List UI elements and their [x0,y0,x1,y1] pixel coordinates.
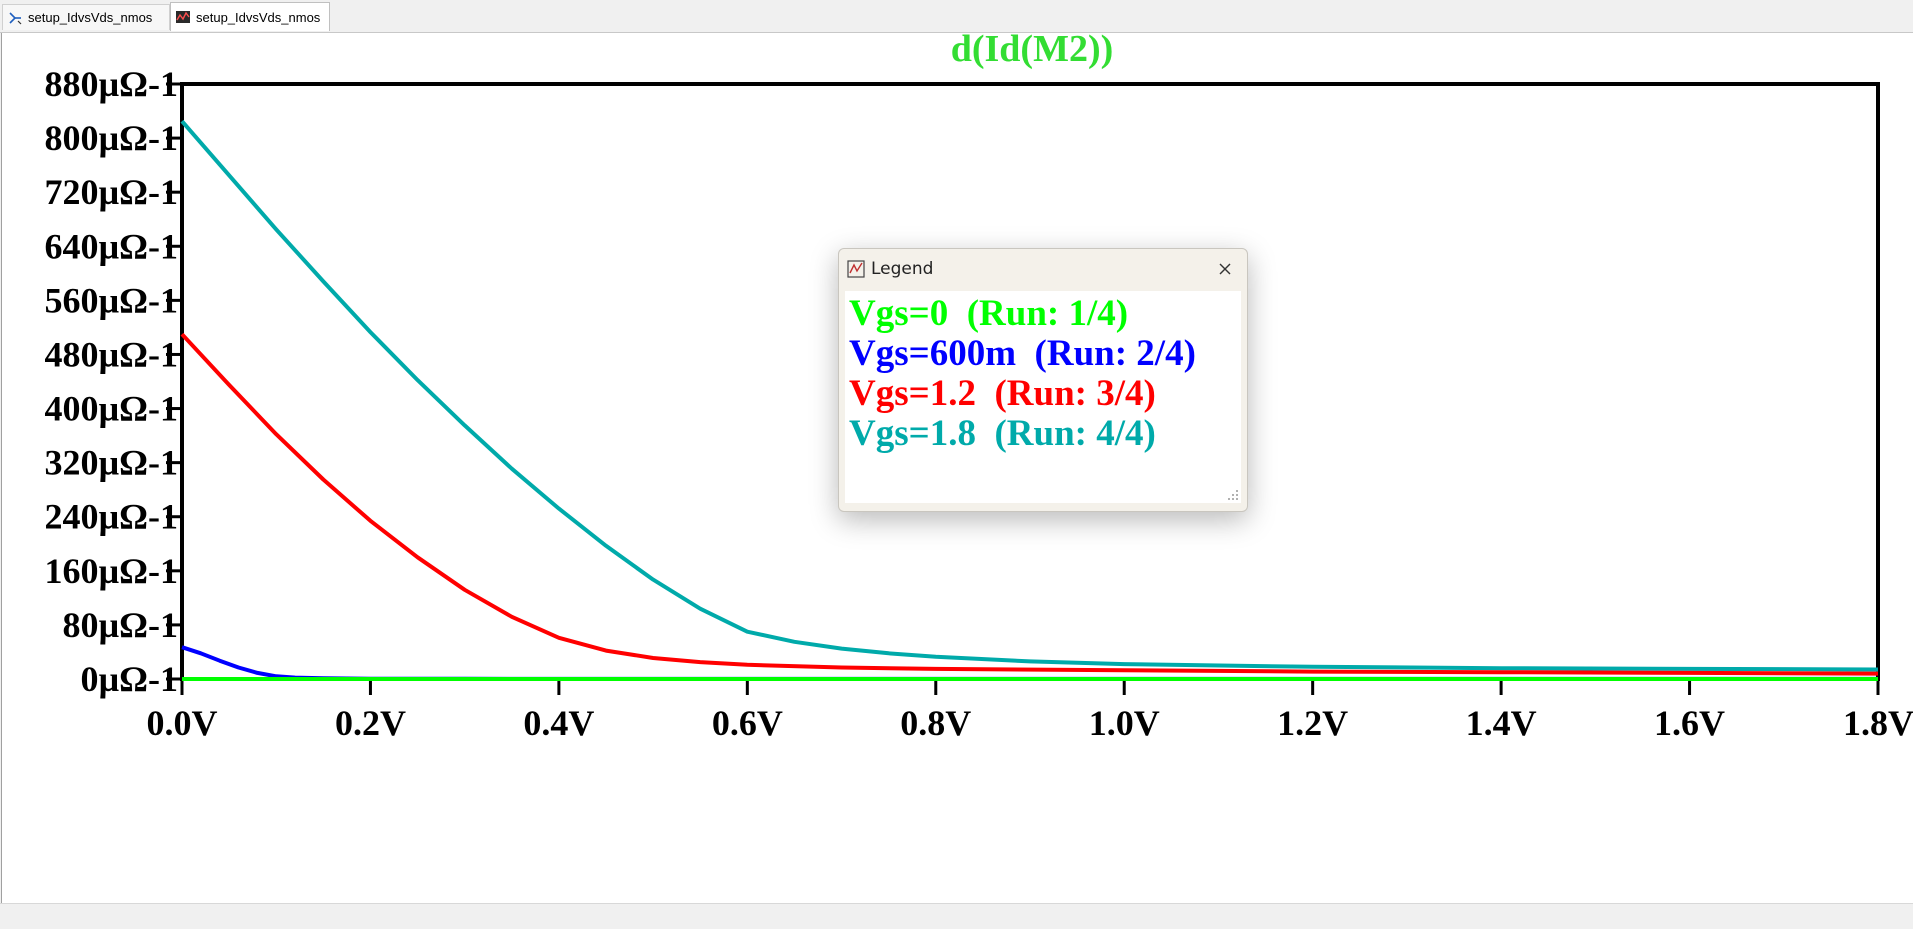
tab-waveform-label: setup_IdvsVds_nmos [196,9,321,25]
series-line [180,119,1879,672]
waveform-icon [176,11,190,23]
tab-waveform[interactable]: setup_IdvsVds_nmos [170,2,330,31]
x-tick-label: 0.4V [523,703,594,743]
y-tick-label: 560µΩ-1 [44,280,178,320]
legend-window[interactable]: Legend Vgs=0 (Run: 1/4) Vgs=600m (Run: 2… [838,248,1248,512]
x-tick-label: 1.0V [1089,703,1160,743]
y-tick-label: 240µΩ-1 [44,497,178,537]
y-tick-label: 0µΩ-1 [80,659,178,699]
x-tick-label: 1.8V [1843,703,1913,743]
x-tick-label: 0.0V [147,703,218,743]
status-bar [0,903,1913,929]
y-tick-label: 400µΩ-1 [44,389,178,429]
x-tick-label: 1.6V [1654,703,1725,743]
x-tick-label: 1.2V [1277,703,1348,743]
legend-entry: Vgs=600m (Run: 2/4) [849,333,1196,374]
legend-entry: Vgs=1.2 (Run: 3/4) [849,373,1156,414]
y-tick-label: 640µΩ-1 [44,226,178,266]
y-tick-label: 720µΩ-1 [44,172,178,212]
legend-close-button[interactable] [1213,257,1237,281]
x-tick-label: 0.6V [712,703,783,743]
y-tick-label: 480µΩ-1 [44,334,178,374]
y-tick-label: 320µΩ-1 [44,443,178,483]
x-tick-label: 0.2V [335,703,406,743]
schematic-icon [9,11,22,24]
legend-title: Legend [871,259,934,279]
y-tick-label: 880µΩ-1 [44,64,178,104]
legend-entry: Vgs=1.8 (Run: 4/4) [849,413,1156,454]
legend-titlebar: Legend [847,257,933,281]
y-tick-label: 800µΩ-1 [44,118,178,158]
tab-schematic-label: setup_IdvsVds_nmos [28,10,153,25]
y-tick-label: 160µΩ-1 [44,551,178,591]
x-tick-label: 0.8V [900,703,971,743]
tab-bar: setup_IdvsVds_nmos setup_IdvsVds_nmos [0,0,1913,33]
legend-icon [847,260,865,278]
resize-grip-icon[interactable] [1227,489,1239,501]
x-tick-label: 1.4V [1466,703,1537,743]
legend-body: Vgs=0 (Run: 1/4) Vgs=600m (Run: 2/4) Vgs… [845,291,1241,503]
legend-entry: Vgs=0 (Run: 1/4) [849,293,1129,334]
close-icon [1219,263,1231,275]
series-line [180,332,1879,676]
chart-title: d(Id(M2)) [951,33,1114,70]
y-tick-label: 80µΩ-1 [62,605,178,645]
tab-schematic[interactable]: setup_IdvsVds_nmos [2,4,170,30]
waveform-chart[interactable]: d(Id(M2)) 0µΩ-1 80µΩ-1 160µΩ-1 240µΩ-1 320µΩ… [2,33,1913,903]
